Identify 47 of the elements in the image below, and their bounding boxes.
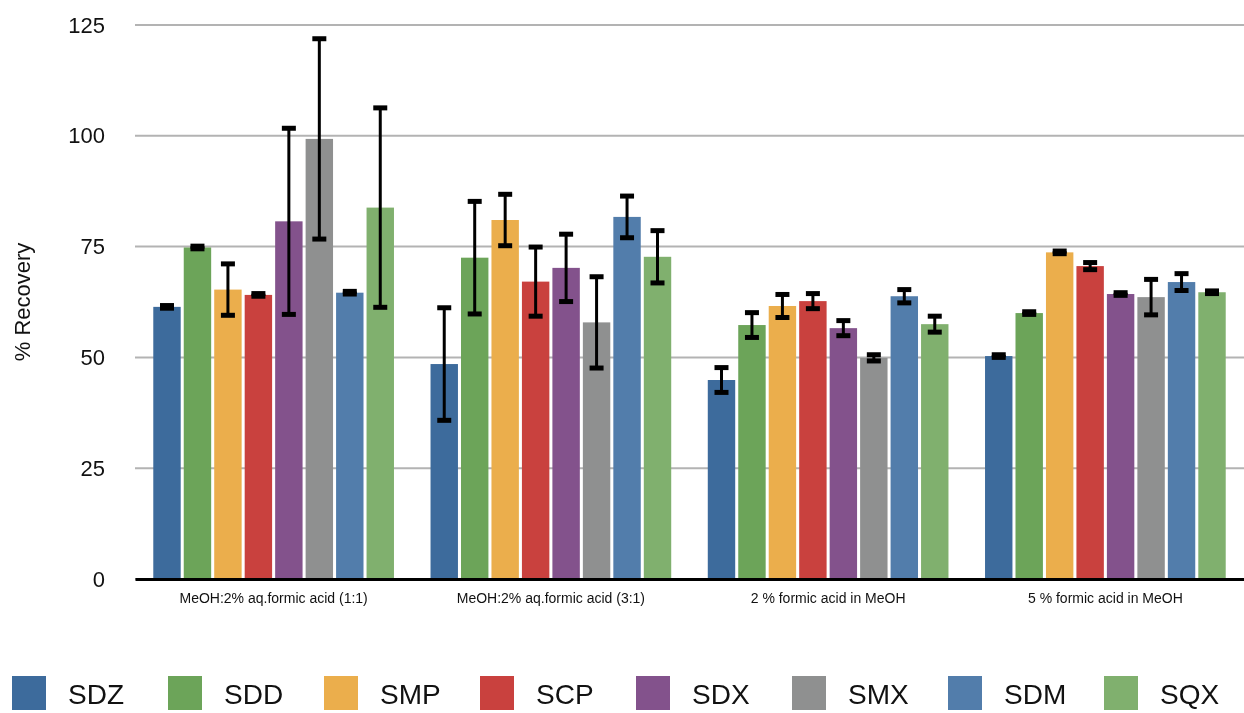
y-tick-label: 100 — [68, 123, 105, 149]
bar — [305, 138, 334, 579]
legend-label: SDZ — [68, 679, 124, 710]
legend-label: SMX — [848, 679, 909, 710]
bar — [275, 221, 303, 579]
bar — [1167, 282, 1196, 579]
bar — [1015, 313, 1043, 579]
bar — [336, 292, 364, 579]
bar — [921, 324, 949, 579]
bar — [738, 325, 766, 579]
bar — [985, 356, 1013, 579]
bar — [214, 289, 242, 579]
y-tick-label: 75 — [80, 234, 105, 260]
bar — [552, 267, 580, 579]
legend-label: SQX — [1160, 679, 1220, 710]
bar — [461, 257, 489, 579]
legend-label: SDD — [224, 679, 284, 710]
bar — [1137, 297, 1165, 579]
x-tick-label: 5 % formic acid in MeOH — [1027, 589, 1183, 606]
y-tick-label: 125 — [68, 12, 105, 38]
legend-label: SMP — [380, 679, 441, 710]
bar — [491, 220, 519, 579]
bar — [613, 216, 641, 579]
bar — [582, 322, 611, 579]
bar — [643, 256, 672, 579]
legend-label: SDM — [1004, 679, 1067, 710]
y-tick-label: 0 — [92, 566, 105, 592]
bar — [707, 380, 736, 579]
bar — [890, 296, 918, 579]
bar — [183, 247, 212, 579]
bar — [829, 328, 858, 579]
bar — [1106, 294, 1135, 579]
bar — [768, 305, 797, 579]
bar — [799, 301, 827, 579]
x-tick-label: 2 % formic acid in MeOH — [750, 589, 906, 606]
bar — [521, 281, 550, 579]
bar — [366, 207, 394, 579]
bar — [244, 294, 273, 579]
bar — [430, 364, 458, 579]
y-tick-label: 50 — [80, 344, 105, 370]
x-tick-label: MeOH:2% aq.formic acid (3:1) — [456, 589, 646, 606]
y-tick-label: 25 — [80, 455, 105, 481]
bar — [1045, 252, 1074, 579]
x-tick-label: MeOH:2% aq.formic acid (1:1) — [179, 589, 368, 606]
legend-label: SDX — [692, 679, 750, 710]
legend-label: SCP — [536, 679, 594, 710]
y-axis-title: % Recovery — [10, 242, 35, 362]
